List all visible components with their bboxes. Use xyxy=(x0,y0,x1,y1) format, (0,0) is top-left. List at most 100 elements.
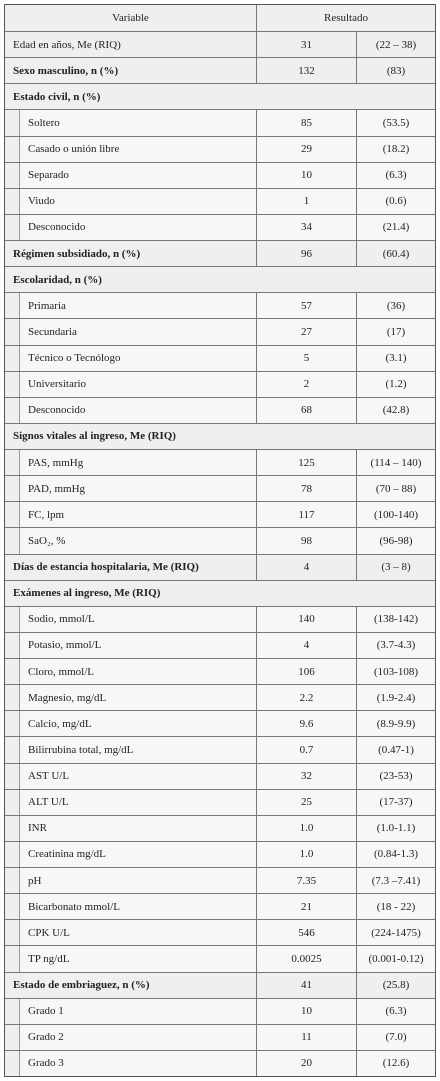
value-cell: 25 xyxy=(256,789,356,815)
variable-cell: Grado 2 xyxy=(19,1024,256,1050)
table-row: TP ng/dL 0.0025 (0.001-0.12) xyxy=(5,945,435,972)
variable-cell: Cloro, mmol/L xyxy=(19,659,256,685)
variable-cell: Exámenes al ingreso, Me (RIQ) xyxy=(13,587,161,600)
variable-cell: Magnesio, mg/dL xyxy=(19,685,256,711)
range-cell: (22 – 38) xyxy=(356,32,435,58)
variable-cell: Sodio, mmol/L xyxy=(19,606,256,632)
value-cell: 5 xyxy=(256,345,356,371)
value-cell: 1.0 xyxy=(256,841,356,867)
value-cell: 68 xyxy=(256,397,356,423)
table-row: Desconocido 34 (21.4) xyxy=(5,213,435,240)
table-row: Casado o unión libre 29 (18.2) xyxy=(5,135,435,162)
table-row: pH 7.35 (7.3 –7.41) xyxy=(5,867,435,894)
range-cell: (3 – 8) xyxy=(356,554,435,580)
value-cell: 27 xyxy=(256,319,356,345)
value-cell: 20 xyxy=(256,1050,356,1076)
value-cell: 96 xyxy=(256,241,356,267)
value-cell: 10 xyxy=(256,162,356,188)
variable-cell: Grado 3 xyxy=(19,1050,256,1076)
variable-cell: Soltero xyxy=(19,110,256,136)
range-cell: (100-140) xyxy=(356,502,435,528)
value-cell: 11 xyxy=(256,1024,356,1050)
range-cell: (1.0-1.1) xyxy=(356,815,435,841)
table-row: Separado 10 (6.3) xyxy=(5,161,435,188)
value-cell: 0.0025 xyxy=(256,946,356,972)
range-cell: (7.3 –7.41) xyxy=(356,868,435,894)
variable-cell: Casado o unión libre xyxy=(19,136,256,162)
value-cell: 125 xyxy=(256,450,356,476)
range-cell: (0.84-1.3) xyxy=(356,841,435,867)
variable-cell: Calcio, mg/dL xyxy=(19,711,256,737)
variable-cell: Desconocido xyxy=(19,214,256,240)
value-cell: 106 xyxy=(256,659,356,685)
table-row: AST U/L 32 (23-53) xyxy=(5,762,435,789)
variable-cell: Días de estancia hospitalaria, Me (RIQ) xyxy=(13,561,199,574)
value-cell: 21 xyxy=(256,894,356,920)
value-cell: 2 xyxy=(256,371,356,397)
table-row: INR 1.0 (1.0-1.1) xyxy=(5,814,435,841)
header-cell: Variable xyxy=(112,12,149,24)
range-cell: (96-98) xyxy=(356,528,435,554)
table-row: Bilirrubina total, mg/dL 0.7 (0.47-1) xyxy=(5,736,435,763)
table-row: Estado de embriaguez, n (%) 41 (25.8) xyxy=(5,971,435,998)
variable-cell: Régimen subsidiado, n (%) xyxy=(13,247,141,260)
table-row: Bicarbonato mmol/L 21 (18 - 22) xyxy=(5,893,435,920)
range-cell: (138-142) xyxy=(356,606,435,632)
table-row: SaO₂, % 98 (96-98) xyxy=(5,527,435,554)
range-cell: (0.47-1) xyxy=(356,737,435,763)
table-row: Magnesio, mg/dL 2.2 (1.9-2.4) xyxy=(5,684,435,711)
value-cell: 29 xyxy=(256,136,356,162)
range-cell: (12.6) xyxy=(356,1050,435,1076)
table-row: Edad en años, Me (RIQ) 31 (22 – 38) xyxy=(5,31,435,58)
value-cell: 9.6 xyxy=(256,711,356,737)
variable-cell: INR xyxy=(19,815,256,841)
table-row: Potasio, mmol/L 4 (3.7-4.3) xyxy=(5,631,435,658)
range-cell: (23-53) xyxy=(356,763,435,789)
value-cell: 41 xyxy=(256,972,356,998)
table-row: Grado 1 10 (6.3) xyxy=(5,997,435,1024)
value-cell: 546 xyxy=(256,920,356,946)
range-cell: (3.7-4.3) xyxy=(356,632,435,658)
value-cell: 1.0 xyxy=(256,815,356,841)
variable-cell: Bicarbonato mmol/L xyxy=(19,894,256,920)
range-cell: (3.1) xyxy=(356,345,435,371)
table-row: Estado civil, n (%) xyxy=(5,83,435,109)
variable-cell: Secundaria xyxy=(19,319,256,345)
range-cell: (21.4) xyxy=(356,214,435,240)
value-cell: 78 xyxy=(256,476,356,502)
variable-cell: Bilirrubina total, mg/dL xyxy=(19,737,256,763)
range-cell: (53.5) xyxy=(356,110,435,136)
variable-cell: FC, lpm xyxy=(19,502,256,528)
range-cell: (0.6) xyxy=(356,188,435,214)
range-cell: (42.8) xyxy=(356,397,435,423)
variable-cell: Potasio, mmol/L xyxy=(19,632,256,658)
table-row: Sodio, mmol/L 140 (138-142) xyxy=(5,605,435,632)
variable-cell: Signos vitales al ingreso, Me (RIQ) xyxy=(13,430,176,443)
table-row: Grado 2 11 (7.0) xyxy=(5,1023,435,1050)
table-row: Técnico o Tecnólogo 5 (3.1) xyxy=(5,344,435,371)
range-cell: (224-1475) xyxy=(356,920,435,946)
table-row: Soltero 85 (53.5) xyxy=(5,109,435,136)
range-cell: (60.4) xyxy=(356,241,435,267)
table-row: Exámenes al ingreso, Me (RIQ) xyxy=(5,579,435,606)
variable-cell: Viudo xyxy=(19,188,256,214)
value-cell: 132 xyxy=(256,58,356,84)
range-cell: (1.9-2.4) xyxy=(356,685,435,711)
table-row: Universitario 2 (1.2) xyxy=(5,370,435,397)
value-cell: 98 xyxy=(256,528,356,554)
value-cell: 10 xyxy=(256,998,356,1024)
table-row: ALT U/L 25 (17-37) xyxy=(5,788,435,815)
value-cell: 32 xyxy=(256,763,356,789)
value-cell: 31 xyxy=(256,32,356,58)
value-cell: 140 xyxy=(256,606,356,632)
table-row: PAD, mmHg 78 (70 – 88) xyxy=(5,475,435,502)
table-row: Viudo 1 (0.6) xyxy=(5,187,435,214)
header-cell: Resultado xyxy=(256,5,435,31)
range-cell: (6.3) xyxy=(356,998,435,1024)
table-row: PAS, mmHg 125 (114 – 140) xyxy=(5,449,435,476)
value-cell: 117 xyxy=(256,502,356,528)
table-row: FC, lpm 117 (100-140) xyxy=(5,501,435,528)
range-cell: (17-37) xyxy=(356,789,435,815)
value-cell: 2.2 xyxy=(256,685,356,711)
range-cell: (1.2) xyxy=(356,371,435,397)
